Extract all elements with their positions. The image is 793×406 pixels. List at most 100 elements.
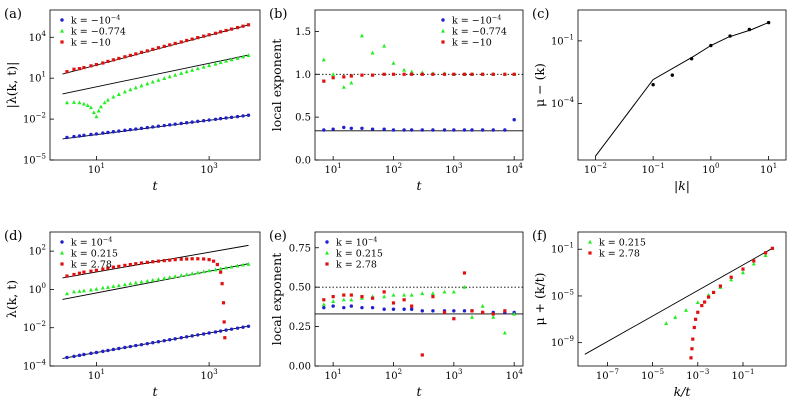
- data-point: [128, 281, 133, 286]
- data-point: [122, 89, 127, 94]
- data-point: [235, 56, 240, 60]
- data-point: [224, 28, 228, 33]
- data-point: [729, 277, 734, 282]
- data-point: [766, 20, 771, 25]
- data-point: [711, 290, 716, 295]
- data-point: [359, 33, 364, 38]
- y-tick-label: 10−2: [23, 320, 46, 334]
- data-point: [111, 94, 116, 99]
- data-point: [190, 67, 195, 72]
- data-point: [382, 72, 386, 76]
- data-point: [218, 329, 223, 333]
- data-point: [349, 297, 354, 302]
- legend-label: k = −0.774: [71, 27, 126, 38]
- x-tick-label: 104: [506, 368, 524, 382]
- legend-marker: [60, 18, 64, 22]
- data-point: [167, 74, 172, 79]
- data-point: [409, 69, 414, 74]
- x-tick-label: 10−2: [584, 162, 607, 176]
- data-point: [185, 38, 189, 43]
- y-axis-label: |λ(k, t)|: [4, 62, 19, 109]
- data-point: [224, 265, 229, 270]
- data-point: [168, 43, 172, 47]
- data-point: [207, 118, 211, 122]
- data-point: [190, 257, 194, 261]
- y-tick-label: 10−4: [551, 96, 575, 110]
- data-point: [224, 58, 229, 63]
- data-point: [173, 337, 177, 341]
- data-point: [111, 347, 116, 352]
- data-point: [331, 76, 335, 80]
- data-point: [420, 309, 424, 313]
- data-point: [201, 119, 206, 123]
- data-point: [218, 266, 223, 271]
- x-axis-label: |k|: [674, 178, 690, 193]
- data-point: [207, 331, 211, 335]
- data-point: [72, 354, 76, 359]
- data-point: [223, 336, 227, 340]
- data-point: [179, 336, 183, 340]
- data-point: [370, 50, 375, 55]
- legend-label: k = 0.215: [71, 249, 118, 260]
- x-axis-label: k/t: [674, 384, 692, 399]
- data-point: [173, 122, 177, 126]
- legend-marker: [325, 240, 329, 244]
- y-tick-label: 0.75: [289, 243, 311, 254]
- series-2: [65, 23, 251, 74]
- data-point: [184, 121, 189, 125]
- data-point: [246, 23, 251, 27]
- data-point: [321, 302, 326, 307]
- data-point: [162, 276, 167, 280]
- legend-marker: [60, 250, 64, 255]
- data-point: [173, 72, 178, 77]
- x-tick-label: 101: [325, 162, 342, 176]
- data-point: [235, 26, 240, 30]
- data-point: [491, 128, 495, 132]
- x-axis-label: t: [416, 384, 422, 399]
- x-tick-label: 102: [385, 368, 402, 382]
- data-point: [462, 309, 467, 313]
- y-axis-label: μ + (k/t): [532, 272, 547, 325]
- y-axis-label: local exponent: [269, 253, 284, 345]
- data-point: [391, 301, 396, 305]
- data-point: [382, 43, 387, 48]
- data-point: [213, 330, 218, 334]
- y-tick-label: 10−5: [23, 153, 46, 167]
- panel-label: (d): [4, 229, 22, 244]
- data-point: [213, 267, 218, 272]
- data-point: [72, 134, 76, 139]
- data-point: [88, 105, 93, 110]
- x-tick-label: 101: [760, 162, 777, 176]
- data-point: [89, 64, 93, 68]
- data-point: [101, 267, 105, 271]
- data-point: [179, 40, 183, 44]
- data-point: [349, 74, 353, 78]
- data-point: [241, 262, 246, 267]
- data-point: [105, 97, 110, 102]
- data-point: [162, 338, 166, 343]
- data-point: [123, 55, 127, 59]
- data-point: [88, 287, 93, 292]
- data-point: [139, 261, 144, 265]
- data-point: [77, 271, 82, 275]
- data-point: [201, 64, 206, 69]
- data-point: [235, 263, 240, 268]
- data-point: [145, 125, 150, 130]
- data-point: [220, 282, 224, 286]
- data-point: [156, 124, 161, 128]
- data-point: [94, 62, 99, 67]
- series-1: [689, 246, 774, 360]
- data-point: [123, 263, 127, 267]
- legend-marker: [441, 28, 445, 33]
- data-point: [360, 73, 364, 77]
- data-point: [370, 127, 375, 131]
- data-point: [72, 272, 76, 277]
- legend-label: k = −10−4: [71, 14, 120, 27]
- data-point: [349, 126, 354, 130]
- data-point: [185, 257, 189, 261]
